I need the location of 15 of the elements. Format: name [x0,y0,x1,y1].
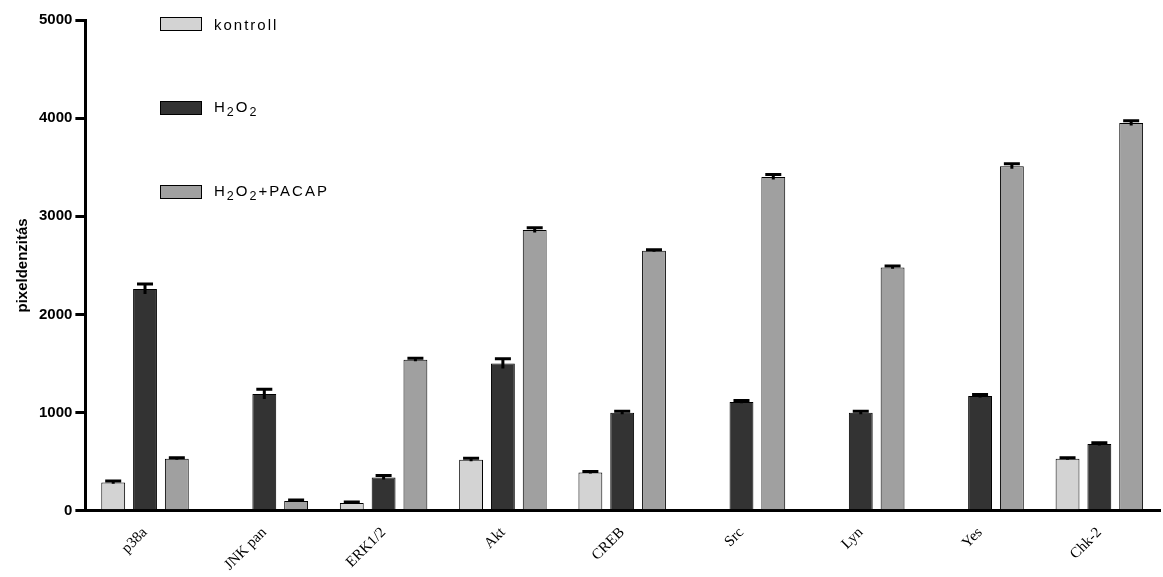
x-tick-label: JNK pan [220,523,270,573]
y-tick-label: 2000 [38,304,73,322]
y-tick-label: 0 [64,501,73,518]
y-tick-label: 4000 [38,108,73,126]
legend-label: kontroll [214,15,279,33]
y-tick-label: 3000 [38,206,73,224]
y-tick-label: 1000 [38,402,73,420]
x-tick-label: Akt [480,523,509,552]
y-tick-label: 5000 [38,10,73,28]
legend-label: H$_{2}$O$_{2}$ [214,97,259,119]
x-tick-label: Lyn [837,523,867,552]
x-tick-label: Src [720,523,747,550]
y-axis-title: pixeldenzitás [13,218,31,313]
x-tick-label: Yes [958,523,986,551]
legend-label: H$_{2}$O$_{2}$+PACAP [214,181,329,203]
